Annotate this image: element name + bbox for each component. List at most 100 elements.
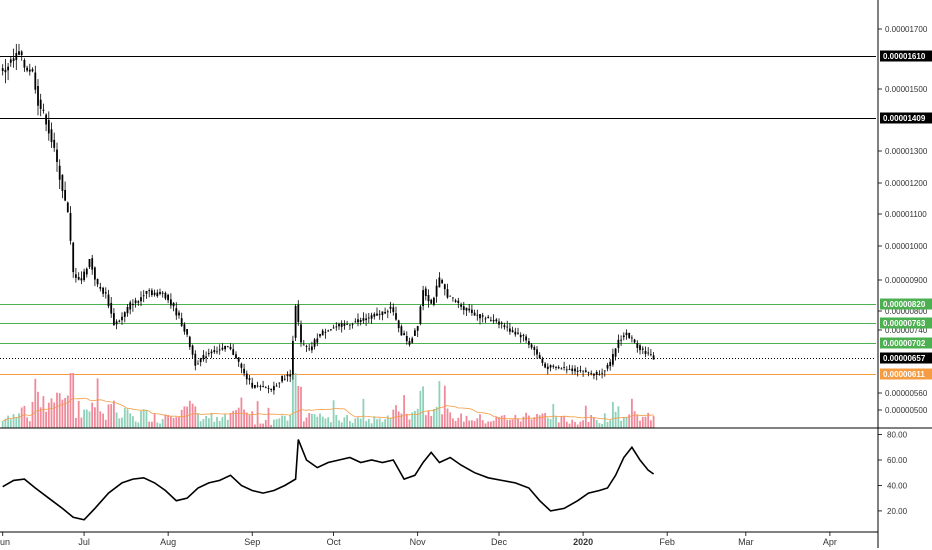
volume-bar bbox=[235, 410, 237, 428]
volume-bar bbox=[42, 396, 45, 428]
candle-body bbox=[9, 59, 12, 63]
candle-body bbox=[137, 301, 140, 303]
price-tick-label: 0.00000800 bbox=[885, 307, 928, 316]
candle bbox=[576, 366, 579, 377]
candle bbox=[245, 370, 248, 385]
candle bbox=[58, 159, 61, 189]
volume-bar bbox=[408, 419, 411, 428]
candle-body bbox=[256, 385, 259, 387]
volume-bars bbox=[1, 373, 655, 428]
candle-body bbox=[367, 317, 370, 319]
candle-body bbox=[104, 292, 107, 294]
volume-bar bbox=[23, 405, 26, 428]
candle-body bbox=[365, 318, 367, 321]
oscillator-axis[interactable]: 80.00 60.00 40.00 20.00 bbox=[878, 431, 908, 516]
price-tick-label: 0.00000900 bbox=[885, 276, 928, 285]
volume-bar bbox=[357, 417, 359, 428]
volume-moving-average-line bbox=[2, 397, 654, 422]
price-axis[interactable]: 0.00001700 0.00001500 0.00001300 0.00001200… bbox=[878, 25, 928, 415]
volume-bar bbox=[170, 416, 172, 428]
volume-bar bbox=[26, 417, 28, 428]
candle bbox=[156, 289, 159, 298]
candle-body bbox=[519, 334, 522, 338]
candle bbox=[427, 289, 430, 308]
volume-bar bbox=[381, 422, 384, 428]
candle-body bbox=[484, 318, 487, 320]
price-tick-label: 0.00001100 bbox=[885, 210, 927, 219]
candle-body bbox=[514, 331, 517, 335]
volume-bar bbox=[378, 418, 381, 428]
volume-bar bbox=[248, 415, 251, 428]
volume-bar bbox=[484, 423, 487, 428]
candle-body bbox=[194, 353, 197, 366]
candle-body bbox=[221, 347, 224, 350]
candle bbox=[490, 316, 492, 322]
candle-body bbox=[560, 368, 563, 370]
time-axis[interactable]: Jun Jul Aug Sep Oct Nov Dec 2020 Feb Mar Apr bbox=[0, 532, 837, 547]
volume-bar bbox=[91, 402, 94, 428]
candle bbox=[644, 346, 647, 358]
volume-bar bbox=[148, 421, 151, 428]
candle-body bbox=[490, 319, 492, 321]
volume-bar bbox=[153, 413, 156, 428]
candle-body bbox=[438, 277, 441, 288]
candle bbox=[99, 282, 102, 292]
volume-bar bbox=[66, 395, 69, 428]
volume-bar bbox=[538, 415, 541, 428]
candle-body bbox=[533, 347, 536, 350]
volume-bar bbox=[210, 412, 213, 428]
candle bbox=[88, 259, 91, 269]
candle-body bbox=[229, 346, 232, 350]
candle-body bbox=[202, 355, 205, 360]
candle bbox=[582, 370, 584, 377]
candle-body bbox=[498, 321, 500, 325]
candle-body bbox=[45, 114, 47, 125]
candle bbox=[422, 285, 424, 311]
candle bbox=[45, 113, 47, 132]
candle bbox=[237, 357, 240, 367]
candle bbox=[503, 322, 506, 330]
candle-body bbox=[313, 339, 316, 347]
candle-body bbox=[197, 363, 199, 365]
candle-body bbox=[430, 299, 433, 304]
candle-body bbox=[237, 357, 240, 362]
volume-bar bbox=[308, 413, 311, 428]
candle-body bbox=[199, 358, 202, 363]
volume-bar bbox=[598, 423, 601, 428]
candle bbox=[188, 335, 191, 350]
volume-bar bbox=[292, 373, 294, 428]
candle bbox=[433, 296, 435, 307]
candle-body bbox=[525, 336, 527, 341]
volume-bar bbox=[7, 415, 9, 428]
candle-body bbox=[151, 290, 153, 295]
candle-body bbox=[264, 387, 267, 389]
volume-bar bbox=[614, 411, 617, 428]
candle bbox=[571, 365, 574, 375]
volume-bar bbox=[555, 416, 557, 428]
volume-bar bbox=[61, 399, 64, 428]
candle-body bbox=[164, 292, 167, 299]
candle-body bbox=[88, 259, 91, 268]
price-tick-label: 0.00000560 bbox=[885, 389, 928, 398]
time-tick-label: Apr bbox=[823, 537, 837, 547]
volume-bar bbox=[18, 413, 20, 428]
candle bbox=[332, 324, 335, 329]
candle-body bbox=[473, 312, 476, 316]
candle-body bbox=[650, 354, 652, 356]
candle-body bbox=[286, 374, 289, 377]
candle bbox=[430, 298, 433, 304]
candle bbox=[56, 142, 58, 172]
candle bbox=[338, 322, 340, 330]
candle-body bbox=[1, 68, 4, 71]
candle-body bbox=[595, 372, 598, 375]
candle bbox=[243, 363, 245, 377]
candle-body bbox=[354, 321, 357, 323]
candle bbox=[590, 370, 593, 376]
candle bbox=[424, 286, 427, 301]
candle-body bbox=[26, 67, 28, 71]
candle bbox=[381, 311, 384, 321]
candle bbox=[633, 338, 636, 344]
candle-body bbox=[12, 58, 15, 61]
volume-bar bbox=[77, 401, 80, 428]
